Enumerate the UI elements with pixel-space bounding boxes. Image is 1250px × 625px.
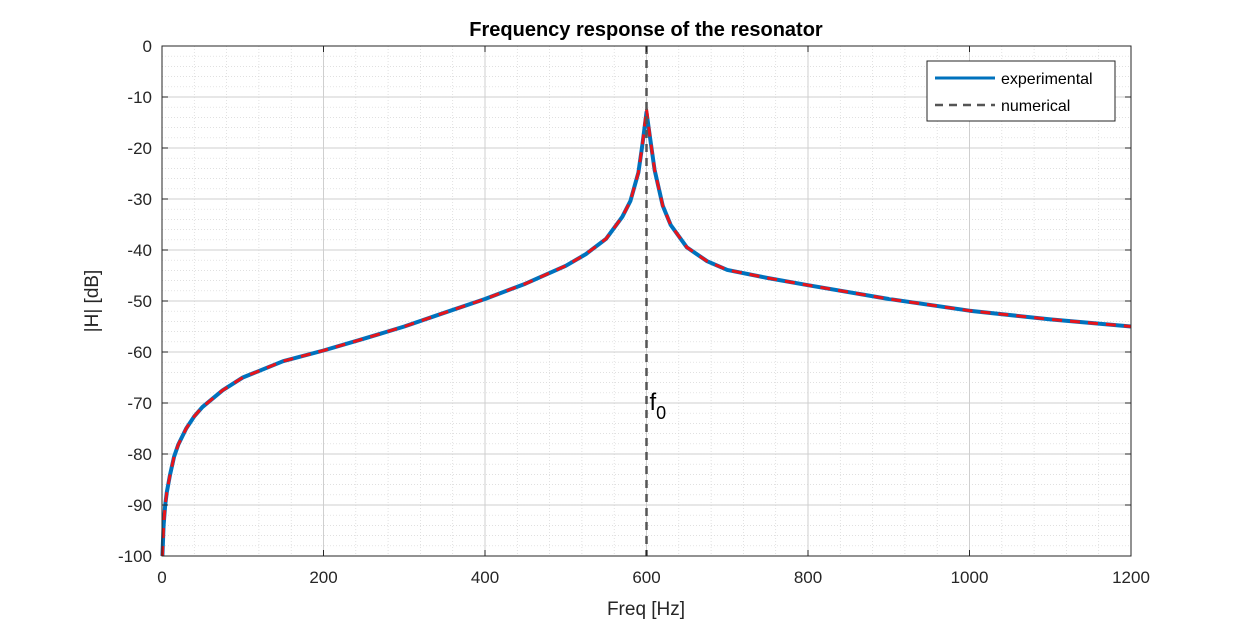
x-tick-label: 200 (309, 568, 337, 587)
y-tick-label: 0 (143, 37, 152, 56)
y-tick-label: -10 (127, 88, 152, 107)
series-line-numerical (160, 107, 1132, 557)
y-tick-label: -50 (127, 292, 152, 311)
y-axis-ticks: 0 -10 -20 -30 -40 -50 -60 -70 -80 -90 -100 (118, 37, 1131, 566)
x-tick-label: 1200 (1112, 568, 1150, 587)
x-tick-label: 0 (157, 568, 166, 587)
annotation-subscript: 0 (656, 403, 666, 423)
y-tick-label: -90 (127, 496, 152, 515)
x-tick-label: 600 (632, 568, 660, 587)
y-tick-label: -80 (127, 445, 152, 464)
y-tick-label: -40 (127, 241, 152, 260)
y-tick-label: -30 (127, 190, 152, 209)
legend-box (926, 60, 1116, 122)
x-tick-label: 800 (794, 568, 822, 587)
chart-title: Frequency response of the resonator (469, 19, 823, 41)
y-tick-label: -70 (127, 394, 152, 413)
x-tick-label: 1000 (951, 568, 989, 587)
legend-label-numerical: numerical (1001, 98, 1070, 115)
y-tick-label: -60 (127, 343, 152, 362)
legend-label-experimental: experimental (1001, 71, 1093, 88)
y-tick-label: -20 (127, 139, 152, 158)
x-tick-label: 400 (471, 568, 499, 587)
legend: experimental numerical (926, 60, 1116, 122)
y-axis-label: |H| [dB] (82, 270, 103, 333)
x-axis-ticks: 0 200 400 600 800 1000 1200 (157, 46, 1150, 587)
x-axis-label: Freq [Hz] (607, 599, 685, 620)
y-tick-label: -100 (118, 547, 152, 566)
series-layer (160, 107, 1132, 557)
